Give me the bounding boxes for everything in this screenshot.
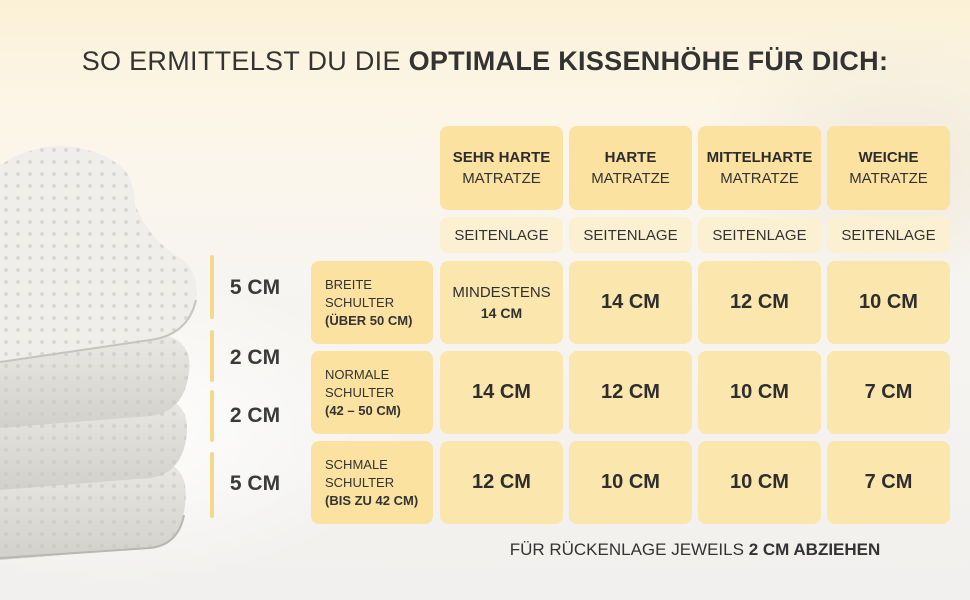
table-cell: 12 CM bbox=[440, 441, 563, 524]
table-cell: 10 CM bbox=[698, 441, 821, 524]
layer-marker-2 bbox=[210, 330, 214, 382]
table-cell: 12 CM bbox=[569, 351, 692, 434]
layer-height-label: 2 CM bbox=[229, 346, 281, 369]
table-cell: 7 CM bbox=[827, 351, 950, 434]
table-cell: 10 CM bbox=[698, 351, 821, 434]
position-label: SEITENLAGE bbox=[440, 217, 563, 253]
pillow-layer-1 bbox=[0, 146, 197, 363]
column-header: WEICHE MATRATZE bbox=[827, 126, 950, 210]
table-cell: MINDESTENS 14 CM bbox=[440, 261, 563, 344]
table-cell: 10 CM bbox=[569, 441, 692, 524]
layer-marker-3 bbox=[210, 390, 214, 442]
row-header-broad-shoulder: BREITE SCHULTER (ÜBER 50 CM) bbox=[311, 261, 433, 344]
layer-height-label: 5 CM bbox=[229, 276, 281, 299]
table-cell: 7 CM bbox=[827, 441, 950, 524]
column-header: HARTE MATRATZE bbox=[569, 126, 692, 210]
table-cell: 12 CM bbox=[698, 261, 821, 344]
column-header: MITTELHARTE MATRATZE bbox=[698, 126, 821, 210]
layer-height-label: 2 CM bbox=[229, 404, 281, 427]
page-title: SO ERMITTELST DU DIE OPTIMALE KISSENHÖHE… bbox=[81, 46, 889, 76]
column-header: SEHR HARTE MATRATZE bbox=[440, 126, 563, 210]
layer-marker-4 bbox=[210, 452, 214, 518]
table-cell: 14 CM bbox=[440, 351, 563, 434]
position-label: SEITENLAGE bbox=[698, 217, 821, 253]
layer-marker-1 bbox=[210, 255, 214, 319]
position-label: SEITENLAGE bbox=[569, 217, 692, 253]
pillow-layers-illustration bbox=[0, 146, 197, 560]
table-cell: 14 CM bbox=[569, 261, 692, 344]
position-label: SEITENLAGE bbox=[827, 217, 950, 253]
row-header-narrow-shoulder: SCHMALE SCHULTER (BIS ZU 42 CM) bbox=[311, 441, 433, 524]
footnote: FÜR RÜCKENLAGE JEWEILS 2 CM ABZIEHEN bbox=[509, 540, 881, 559]
layer-height-label: 5 CM bbox=[229, 472, 281, 495]
table-cell: 10 CM bbox=[827, 261, 950, 344]
row-header-normal-shoulder: NORMALE SCHULTER (42 – 50 CM) bbox=[311, 351, 433, 434]
